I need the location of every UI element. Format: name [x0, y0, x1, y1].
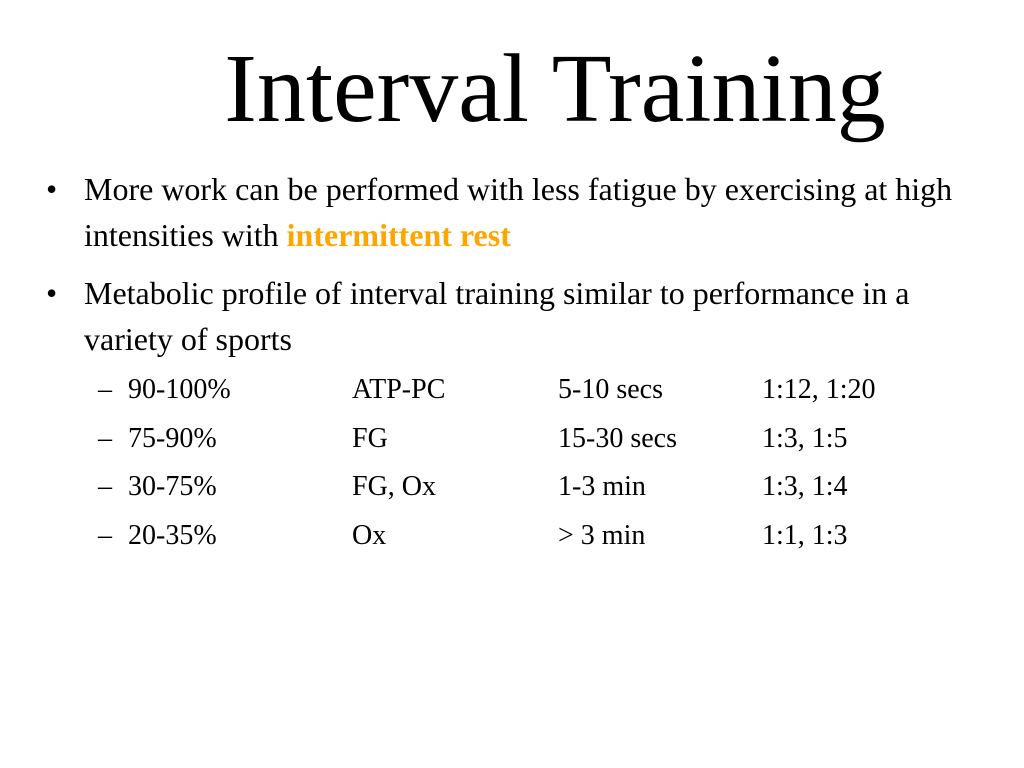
intensity-cell: 30-75% — [128, 471, 217, 502]
bullet-item: • Metabolic profile of interval training… — [46, 270, 996, 362]
bullet-marker: • — [46, 275, 58, 311]
work-rest-ratio-cell: 1:3, 1:5 — [762, 422, 848, 454]
bullet-text: Metabolic profile of interval training s… — [84, 275, 910, 357]
sub-item-marker: – — [98, 422, 112, 454]
bullet-item: • More work can be performed with less f… — [46, 166, 996, 258]
sub-item-marker: – — [98, 519, 112, 551]
work-rest-ratio-cell: 1:12, 1:20 — [762, 374, 876, 405]
bullet-marker: • — [46, 171, 58, 207]
duration-cell: 1-3 min — [558, 471, 646, 502]
work-rest-ratio-cell: 1:3, 1:4 — [762, 471, 848, 502]
energy-system-cell: FG — [352, 422, 388, 454]
duration-cell: 15-30 secs — [558, 422, 677, 454]
sub-item-marker: – — [98, 374, 112, 405]
sub-item-marker: – — [98, 471, 112, 502]
intensity-cell: 75-90% — [128, 422, 217, 454]
duration-cell: > 3 min — [558, 519, 646, 551]
slide-title: Interval Training — [224, 35, 886, 143]
energy-system-cell: Ox — [352, 519, 387, 551]
intensity-cell: 90-100% — [128, 374, 231, 405]
intensity-cell: 20-35% — [128, 519, 217, 551]
bullet-highlight-text: intermittent rest — [286, 217, 511, 253]
duration-cell: 5-10 secs — [558, 374, 663, 405]
energy-system-cell: ATP-PC — [352, 374, 446, 405]
bullet-list: • More work can be performed with less f… — [46, 166, 996, 374]
energy-system-cell: FG, Ox — [352, 471, 437, 502]
bullet-text: More work can be performed with less fat… — [84, 171, 953, 253]
work-rest-ratio-cell: 1:1, 1:3 — [762, 519, 848, 551]
